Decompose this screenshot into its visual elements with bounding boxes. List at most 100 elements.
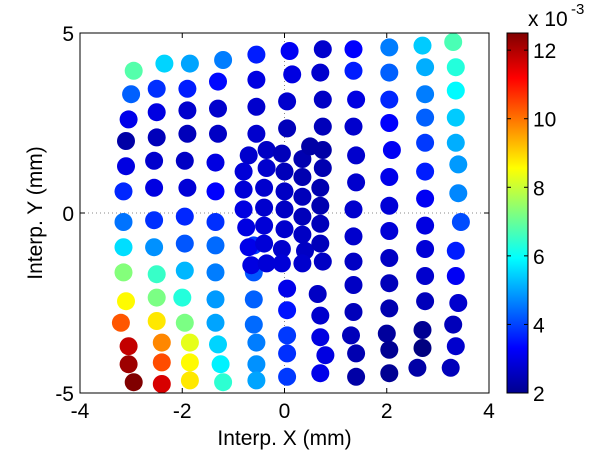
- data-point-116: [416, 108, 435, 127]
- data-point-1: [122, 85, 141, 104]
- colorbar-tick-label-4: 10: [533, 109, 556, 132]
- data-point-88: [344, 117, 363, 136]
- data-point-65: [247, 355, 266, 374]
- points-layer: [111, 33, 470, 393]
- data-point-20: [145, 211, 164, 230]
- data-point-13: [124, 373, 143, 392]
- colorbar: [506, 32, 529, 394]
- x-tick-label-0: -4: [71, 400, 90, 423]
- data-point-126: [408, 358, 427, 377]
- data-point-15: [147, 79, 166, 98]
- data-point-98: [347, 367, 366, 386]
- data-point-165: [293, 207, 312, 226]
- data-point-85: [344, 40, 363, 59]
- data-point-51: [206, 290, 225, 309]
- data-point-124: [413, 321, 432, 339]
- data-point-71: [278, 279, 297, 298]
- data-point-157: [275, 182, 294, 201]
- data-point-144: [234, 200, 253, 219]
- data-point-133: [449, 184, 468, 203]
- data-point-19: [145, 178, 164, 197]
- data-point-49: [206, 236, 225, 255]
- data-point-96: [342, 326, 360, 345]
- data-point-176: [313, 252, 332, 271]
- data-point-48: [206, 213, 225, 231]
- data-point-27: [152, 375, 171, 393]
- data-point-174: [311, 214, 330, 233]
- data-point-63: [244, 315, 263, 334]
- x-tick-label-4: 4: [483, 400, 495, 423]
- colorbar-multiplier-label: x 10: [528, 8, 568, 31]
- data-point-100: [380, 63, 399, 82]
- data-point-22: [147, 265, 166, 284]
- data-point-130: [446, 108, 465, 127]
- data-point-104: [380, 168, 399, 186]
- data-point-25: [152, 333, 171, 352]
- data-point-159: [275, 220, 294, 239]
- data-point-35: [175, 234, 194, 253]
- data-point-113: [413, 36, 432, 55]
- data-point-57: [247, 70, 266, 89]
- data-point-84: [311, 364, 330, 383]
- data-point-90: [347, 173, 366, 192]
- data-point-122: [416, 267, 435, 285]
- data-point-146: [239, 238, 258, 257]
- data-point-47: [206, 182, 225, 201]
- data-point-9: [117, 292, 135, 311]
- data-point-149: [257, 159, 276, 177]
- data-point-53: [209, 335, 227, 354]
- data-point-119: [416, 189, 435, 208]
- data-point-109: [380, 299, 399, 318]
- data-point-4: [117, 157, 135, 176]
- data-point-103: [382, 141, 401, 159]
- data-point-78: [313, 90, 332, 109]
- colorbar-ticks: 2 4 6 8 10 12: [507, 40, 556, 406]
- data-point-158: [275, 200, 294, 219]
- data-point-170: [313, 141, 332, 159]
- x-axis-label: Interp. X (mm): [217, 427, 351, 450]
- data-point-41: [180, 371, 199, 390]
- data-point-153: [255, 234, 274, 253]
- data-point-0: [124, 61, 143, 80]
- data-point-66: [247, 371, 266, 390]
- y-axis-label: Interp. Y (mm): [24, 146, 47, 279]
- data-point-82: [311, 328, 330, 347]
- data-point-152: [255, 216, 274, 235]
- data-point-93: [344, 252, 363, 271]
- data-point-89: [347, 146, 366, 165]
- tick-layer: -4 -2 0 2 4 -5 0 5: [55, 23, 495, 423]
- data-point-55: [214, 373, 233, 392]
- data-point-95: [344, 303, 363, 321]
- data-point-140: [441, 358, 460, 377]
- data-point-64: [247, 333, 266, 352]
- data-point-81: [311, 306, 330, 325]
- data-point-101: [380, 90, 399, 109]
- data-point-75: [278, 367, 297, 386]
- data-point-150: [255, 178, 274, 197]
- data-point-50: [206, 263, 225, 282]
- colorbar-tick-label-2: 6: [533, 246, 545, 269]
- x-tick-label-2: 0: [279, 400, 291, 423]
- data-point-139: [446, 337, 465, 356]
- data-point-111: [380, 340, 399, 359]
- data-point-110: [377, 324, 396, 343]
- data-point-2: [119, 110, 138, 129]
- data-point-59: [247, 124, 266, 143]
- data-point-56: [247, 45, 266, 64]
- data-point-102: [380, 114, 399, 132]
- data-point-156: [275, 162, 294, 181]
- data-point-73: [278, 326, 297, 345]
- data-point-79: [313, 117, 332, 136]
- x-tick-label-1: -2: [173, 400, 192, 423]
- data-point-97: [347, 344, 366, 363]
- data-point-118: [416, 162, 435, 181]
- x-tick-label-3: 2: [381, 400, 393, 423]
- data-point-30: [178, 101, 197, 120]
- data-point-16: [147, 103, 166, 122]
- data-point-166: [293, 225, 312, 244]
- data-point-24: [147, 312, 166, 330]
- data-point-136: [446, 267, 465, 285]
- data-point-43: [209, 72, 227, 91]
- data-point-107: [380, 249, 399, 267]
